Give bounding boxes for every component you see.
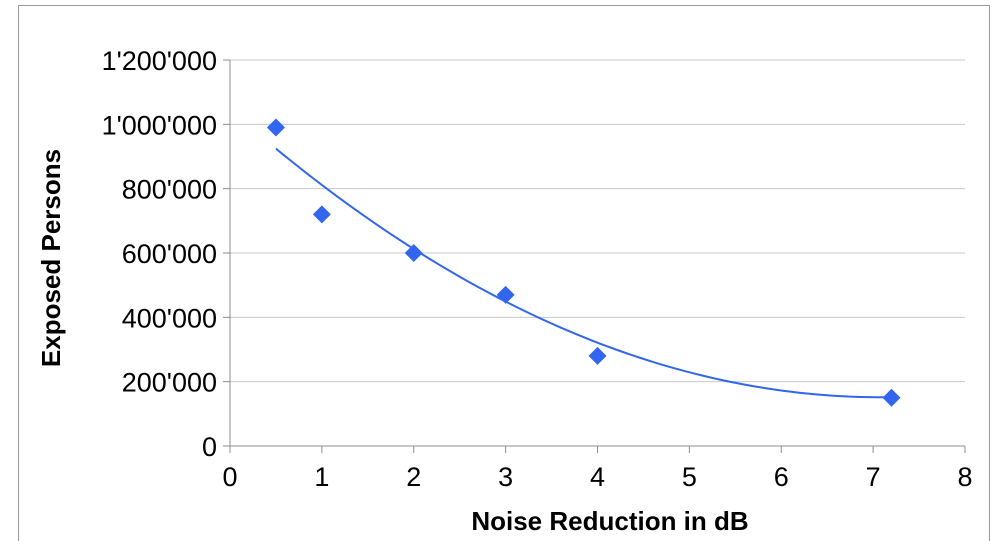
- y-tick-label-5: 1'000'000: [102, 110, 217, 140]
- data-point-2: [404, 244, 423, 262]
- x-tick-label-3: 3: [498, 462, 513, 492]
- data-point-1: [312, 205, 331, 224]
- y-tick-label-6: 1'200'000: [102, 46, 217, 76]
- chart-frame: [18, 5, 990, 541]
- x-axis-title: Noise Reduction in dB: [471, 506, 748, 536]
- x-tick-labels: 0 1 2 3 4 5 6 7 8: [222, 462, 972, 492]
- gridlines: [230, 59, 965, 383]
- y-tick-labels: 0 200'000 400'000 600'000 800'000 1'000'000 1'…: [102, 46, 217, 462]
- y-tick-label-3: 600'000: [122, 239, 217, 269]
- x-tick-label-5: 5: [682, 462, 697, 492]
- data-point-4: [588, 346, 607, 365]
- x-tick-label-1: 1: [314, 462, 329, 492]
- y-tick-label-0: 0: [202, 432, 217, 462]
- y-axis-title: Exposed Persons: [36, 149, 66, 367]
- data-point-5: [882, 388, 901, 407]
- x-tick-label-8: 8: [957, 462, 972, 492]
- y-tick-label-1: 200'000: [122, 368, 217, 398]
- x-tick-label-4: 4: [590, 462, 605, 492]
- data-point-0: [266, 118, 285, 137]
- data-point-3: [496, 285, 515, 304]
- y-tick-label-4: 800'000: [122, 175, 217, 205]
- y-tick-label-2: 400'000: [122, 303, 217, 333]
- x-tick-label-6: 6: [774, 462, 789, 492]
- axes: [223, 59, 966, 453]
- x-tick-label-7: 7: [866, 462, 881, 492]
- x-tick-label-0: 0: [222, 462, 237, 492]
- data-points: [266, 118, 901, 407]
- x-tick-label-2: 2: [406, 462, 421, 492]
- trendline: [275, 147, 892, 399]
